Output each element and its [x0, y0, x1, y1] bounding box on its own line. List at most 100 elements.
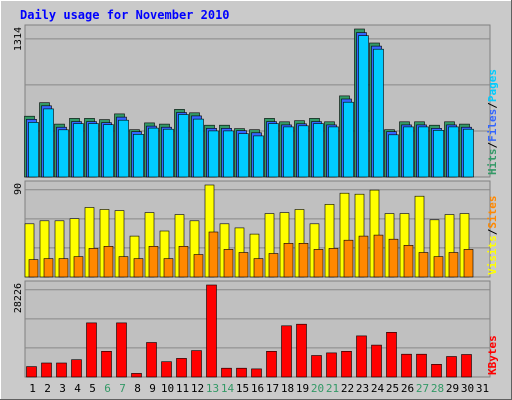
legend--text: / [486, 142, 499, 149]
bar-sites-day-2 [43, 258, 54, 278]
x-tick-label-day-6: 6 [104, 382, 111, 395]
bar-kbytes-day-6 [101, 350, 112, 378]
bar-sites-day-21 [328, 248, 339, 278]
bar-sites-day-26 [403, 245, 414, 278]
legend-sites-text: Sites [486, 196, 499, 229]
x-tick-label-day-26: 26 [401, 382, 414, 395]
x-tick-label-day-16: 16 [251, 382, 264, 395]
bar-pages-day-7 [118, 119, 129, 178]
kbytes-max-label: 28226 [13, 283, 24, 313]
x-tick-label-day-30: 30 [461, 382, 474, 395]
bar-sites-day-13 [208, 231, 219, 278]
bar-kbytes-day-16 [251, 368, 262, 378]
x-tick-label-day-3: 3 [59, 382, 66, 395]
bar-kbytes-day-14 [221, 367, 232, 378]
x-tick-label-day-4: 4 [74, 382, 81, 395]
bar-sites-day-29 [448, 252, 459, 278]
bar-sites-day-1 [28, 259, 39, 278]
bar-pages-day-10 [163, 128, 174, 178]
bar-sites-day-27 [418, 252, 429, 278]
bar-sites-day-25 [388, 238, 399, 278]
x-tick-label-day-11: 11 [176, 382, 189, 395]
bar-sites-day-10 [163, 258, 174, 278]
chart-title: Daily usage for November 2010 [20, 8, 230, 22]
pages-files-hits-legend-label: Hits/Files/Pages [486, 69, 499, 175]
x-tick-label-day-14: 14 [221, 382, 235, 395]
bar-kbytes-day-30 [461, 354, 472, 378]
bar-pages-day-20 [313, 123, 324, 178]
bar-kbytes-day-12 [191, 350, 202, 378]
x-tick-label-day-13: 13 [206, 382, 219, 395]
x-tick-label-day-2: 2 [44, 382, 51, 395]
x-tick-label-day-17: 17 [266, 382, 279, 395]
bar-kbytes-day-23 [356, 335, 367, 378]
bar-pages-day-29 [448, 126, 459, 178]
bar-sites-day-11 [178, 246, 189, 278]
bar-sites-day-22 [343, 239, 354, 278]
bar-pages-day-17 [268, 123, 279, 178]
x-tick-label-day-25: 25 [386, 382, 399, 395]
pages-files-hits-max-label: 1314 [13, 27, 24, 51]
bar-pages-day-21 [328, 126, 339, 178]
bar-sites-day-15 [238, 252, 249, 278]
bar-sites-day-8 [133, 258, 144, 278]
x-tick-label-day-8: 8 [134, 382, 141, 395]
bar-sites-day-19 [298, 243, 309, 278]
bar-sites-day-5 [88, 248, 99, 278]
x-tick-label-day-19: 19 [296, 382, 309, 395]
bar-sites-day-24 [373, 234, 384, 278]
bar-pages-day-15 [238, 133, 249, 178]
bar-sites-day-6 [103, 246, 114, 278]
x-axis-labels: 1 2 3 4 5 6 7 8 9 10 11 12 13 14 15 16 17 18 19 20 21 22 23 24 2… [29, 382, 489, 395]
bar-sites-day-14 [223, 249, 234, 278]
legend-visits-text: Visits [486, 235, 499, 275]
legend--text: / [486, 102, 499, 109]
bar-sites-day-16 [253, 258, 264, 278]
bar-kbytes-day-28 [431, 363, 442, 378]
bar-pages-day-25 [388, 134, 399, 178]
x-tick-label-day-20: 20 [311, 382, 324, 395]
x-tick-label-day-10: 10 [161, 382, 174, 395]
x-tick-label-day-9: 9 [149, 382, 156, 395]
bar-sites-day-4 [73, 256, 84, 278]
bar-pages-day-14 [223, 130, 234, 178]
bar-kbytes-day-9 [146, 342, 157, 378]
bar-kbytes-day-22 [341, 350, 352, 378]
visits-sites-max-label: 90 [13, 183, 24, 195]
x-tick-label-day-28: 28 [431, 382, 444, 395]
bar-pages-day-19 [298, 125, 309, 178]
bar-kbytes-day-20 [311, 355, 322, 378]
x-tick-label-day-21: 21 [326, 382, 339, 395]
bar-kbytes-day-11 [176, 358, 187, 378]
legend-hits-text: Hits [486, 149, 499, 176]
bar-kbytes-day-19 [296, 323, 307, 378]
bar-pages-day-22 [343, 101, 354, 178]
bar-kbytes-day-15 [236, 367, 247, 378]
bar-kbytes-day-21 [326, 352, 337, 378]
bar-kbytes-day-5 [86, 322, 97, 378]
x-tick-label-day-18: 18 [281, 382, 294, 395]
bar-sites-day-7 [118, 256, 129, 278]
bar-pages-day-30 [463, 128, 474, 178]
x-tick-label-day-24: 24 [371, 382, 385, 395]
bar-sites-day-18 [283, 243, 294, 278]
bar-kbytes-day-29 [446, 356, 457, 378]
bar-kbytes-day-24 [371, 344, 382, 378]
bar-pages-day-4 [73, 123, 84, 178]
plot-areas: 1314 Hits/Files/Pages 90 Visits / Sites 28226 K… [13, 24, 499, 378]
bar-pages-day-27 [418, 126, 429, 178]
legend-files-text: Files [486, 109, 499, 142]
bar-kbytes-day-1 [26, 366, 37, 378]
bar-kbytes-day-2 [41, 362, 52, 378]
bar-pages-day-13 [208, 130, 219, 178]
bar-kbytes-day-18 [281, 325, 292, 378]
bar-pages-day-11 [178, 114, 189, 178]
x-tick-label-day-7: 7 [119, 382, 126, 395]
bar-pages-day-26 [403, 126, 414, 178]
bar-pages-day-5 [88, 123, 99, 178]
bar-kbytes-day-7 [116, 322, 127, 378]
kbytes-legend-label: KBytes [486, 335, 499, 375]
x-tick-label-day-27: 27 [416, 382, 429, 395]
bar-kbytes-day-10 [161, 361, 172, 378]
